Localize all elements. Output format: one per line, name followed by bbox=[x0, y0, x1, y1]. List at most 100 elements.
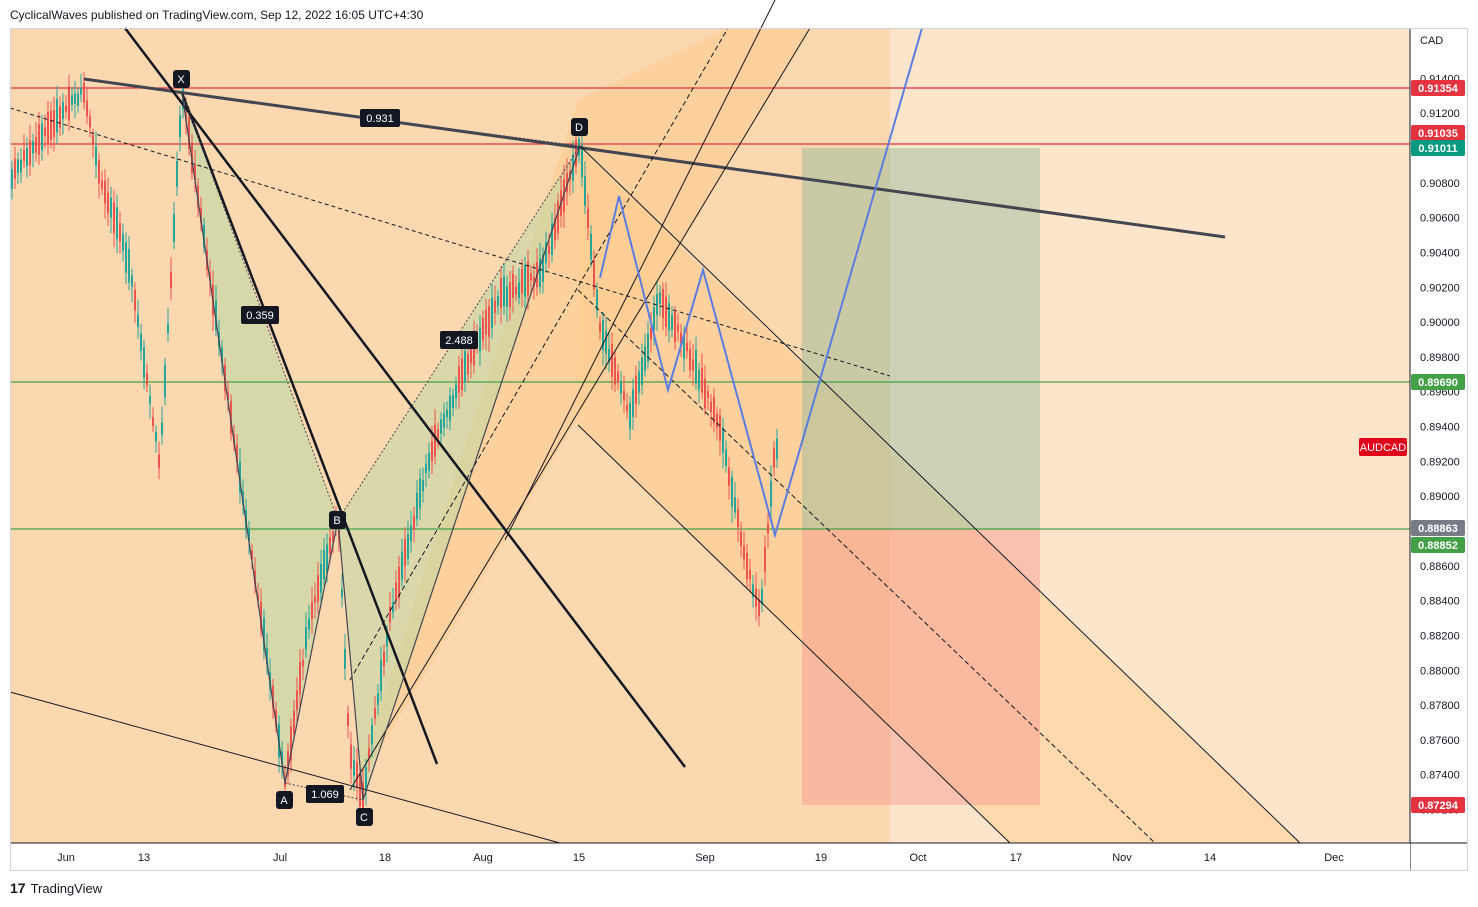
candle-body bbox=[320, 563, 322, 593]
candle-body bbox=[272, 685, 274, 709]
price-tag[interactable] bbox=[1411, 80, 1465, 96]
candle-body bbox=[602, 319, 604, 350]
down-channel-mid[interactable] bbox=[577, 289, 1156, 844]
price-tag-text: 0.91354 bbox=[1418, 83, 1459, 95]
down-channel-upper[interactable] bbox=[579, 145, 1301, 844]
candle-body bbox=[179, 115, 181, 138]
candle-body bbox=[347, 712, 349, 726]
candle-body bbox=[131, 275, 133, 287]
candle-body bbox=[551, 223, 553, 255]
point-x-text: X bbox=[177, 74, 185, 86]
candle-body bbox=[227, 392, 229, 400]
price-tick-label: 0.91200 bbox=[1420, 108, 1460, 120]
xb-extension-line[interactable] bbox=[180, 92, 439, 765]
candle-body bbox=[287, 751, 289, 776]
candle-body bbox=[674, 311, 676, 343]
ac-dotted[interactable] bbox=[284, 782, 364, 801]
candle-body bbox=[608, 348, 610, 362]
candle-body bbox=[776, 438, 778, 460]
up-channel-mid[interactable] bbox=[349, 27, 729, 681]
candle-body bbox=[650, 327, 652, 340]
candle-body bbox=[431, 441, 433, 462]
candle-body bbox=[200, 208, 202, 224]
candle-body bbox=[77, 93, 79, 107]
dashed-midline[interactable] bbox=[9, 107, 891, 377]
candle-body bbox=[140, 333, 142, 351]
candle-body bbox=[35, 137, 37, 154]
candle-body bbox=[656, 293, 658, 316]
candle-body bbox=[143, 347, 145, 379]
time-ticks: Jun 13 Jul 18 Aug 15 Sep 19 Oct 17 Nov 14 Dec bbox=[57, 852, 1344, 864]
candle-body bbox=[596, 289, 598, 311]
price-tick-label: 0.87800 bbox=[1420, 700, 1460, 712]
candle-body bbox=[257, 594, 259, 602]
candle-body bbox=[677, 324, 679, 332]
candle-body bbox=[737, 509, 739, 528]
candle-body bbox=[326, 544, 328, 573]
symbol-tag[interactable]: AUDCAD bbox=[1359, 438, 1407, 456]
candle-body bbox=[68, 86, 70, 121]
candle-body bbox=[686, 342, 688, 352]
price-tag[interactable] bbox=[1411, 374, 1465, 390]
price-tag-text: 0.88852 bbox=[1418, 540, 1458, 552]
candle-body bbox=[761, 588, 763, 605]
candle-body bbox=[248, 528, 250, 542]
candle-body bbox=[101, 180, 103, 189]
candle-body bbox=[680, 332, 682, 345]
candle-body bbox=[410, 525, 412, 542]
brand[interactable]: 17 TradingView bbox=[10, 880, 102, 896]
time-tick-label: 13 bbox=[138, 852, 150, 864]
time-tick-label: Aug bbox=[473, 852, 493, 864]
price-tag[interactable] bbox=[1411, 537, 1465, 553]
up-channel-lower[interactable] bbox=[349, 27, 811, 791]
candle-body bbox=[539, 258, 541, 287]
candle-body bbox=[23, 149, 25, 161]
price-tick-label: 0.89000 bbox=[1420, 491, 1460, 503]
candle-body bbox=[83, 82, 85, 103]
time-tick-label: Jul bbox=[273, 852, 287, 864]
candle-body bbox=[14, 158, 16, 179]
candle-body bbox=[545, 242, 547, 264]
candle-body bbox=[668, 303, 670, 331]
candle-body bbox=[521, 268, 523, 294]
price-tick-label: 0.90000 bbox=[1420, 317, 1460, 329]
candle-body bbox=[770, 480, 772, 507]
candle-body bbox=[110, 197, 112, 218]
price-tag-text: 0.89690 bbox=[1418, 377, 1458, 389]
up-channel-upper-edge[interactable] bbox=[504, 0, 925, 541]
point-d[interactable]: D bbox=[571, 118, 588, 136]
price-tag[interactable] bbox=[1411, 140, 1465, 156]
candle-body bbox=[728, 467, 730, 486]
steep-downtrend-line[interactable] bbox=[124, 27, 686, 768]
ratio-label-2488: 2.488 bbox=[440, 331, 478, 349]
candle-body bbox=[251, 550, 253, 560]
time-tick-label: Nov bbox=[1112, 852, 1132, 864]
point-a[interactable]: A bbox=[276, 791, 293, 809]
lower-support-line[interactable] bbox=[9, 691, 561, 844]
point-x[interactable]: X bbox=[173, 70, 190, 88]
price-tag[interactable] bbox=[1411, 520, 1465, 536]
candle-body bbox=[503, 276, 505, 307]
candle-body bbox=[167, 323, 169, 334]
time-tick-label: 19 bbox=[815, 852, 827, 864]
candle-body bbox=[371, 724, 373, 745]
candle-body bbox=[26, 147, 28, 167]
point-b[interactable]: B bbox=[329, 511, 346, 529]
header-bar: CyclicalWaves published on TradingView.c… bbox=[0, 0, 1478, 28]
candle-body bbox=[590, 233, 592, 260]
candle-body bbox=[116, 207, 118, 239]
price-tag[interactable] bbox=[1411, 125, 1465, 141]
candle-body bbox=[392, 602, 394, 613]
price-tick-label: 0.87600 bbox=[1420, 735, 1460, 747]
candle-body bbox=[512, 273, 514, 298]
point-c[interactable]: C bbox=[356, 808, 373, 826]
candle-body bbox=[416, 493, 418, 520]
candle-body bbox=[593, 259, 595, 290]
projected-path[interactable] bbox=[599, 27, 923, 539]
candle-body bbox=[464, 351, 466, 383]
candle-body bbox=[329, 537, 331, 554]
candle-body bbox=[524, 265, 526, 297]
price-tag[interactable] bbox=[1411, 797, 1465, 813]
down-channel-lower[interactable] bbox=[577, 424, 1011, 844]
